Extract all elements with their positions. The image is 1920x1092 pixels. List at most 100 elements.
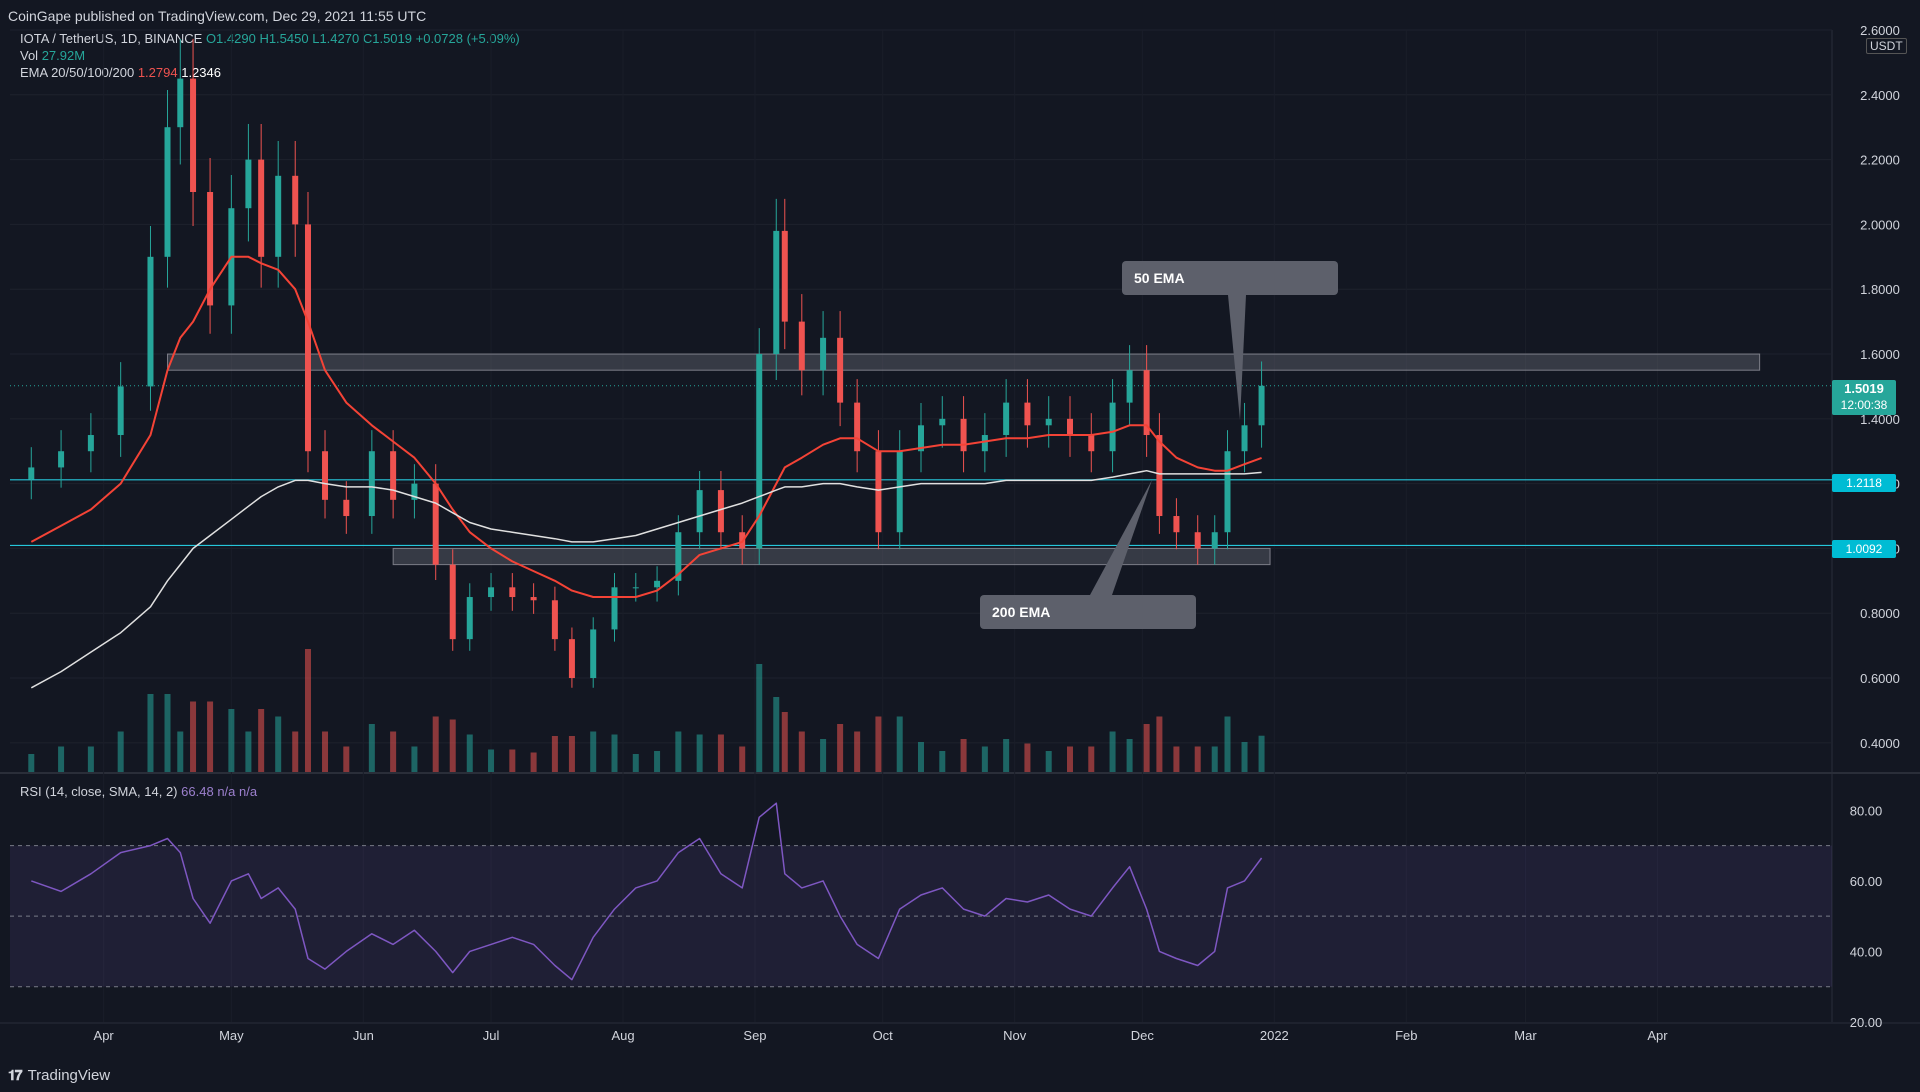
time-tick-label: Mar — [1514, 1028, 1537, 1043]
rsi-label[interactable]: RSI (14, close, SMA, 14, 2) — [20, 784, 178, 799]
candle-body — [1173, 516, 1180, 533]
volume-bar — [368, 724, 375, 772]
volume-bar — [1156, 716, 1163, 772]
candle-body — [717, 490, 724, 533]
volume-bar — [411, 746, 418, 772]
ema200-callout[interactable]: 200 EMA — [980, 595, 1196, 629]
volume-bar — [1211, 746, 1218, 772]
volume-bar — [1003, 739, 1010, 772]
rsi-tick-label: 60.00 — [1850, 874, 1883, 889]
candle-body — [820, 337, 827, 371]
volume-bar — [1241, 742, 1248, 772]
candle-body — [432, 483, 439, 565]
time-tick-label: Jun — [353, 1028, 374, 1043]
level-tag-1: 1.2118 — [1832, 474, 1896, 492]
time-tick-label: Jul — [483, 1028, 500, 1043]
candle-body — [773, 230, 780, 355]
volume-bar — [981, 746, 988, 772]
volume-bar — [1088, 746, 1095, 772]
volume-bar — [654, 751, 661, 772]
candle-body — [1258, 385, 1265, 426]
legend-ema-row: EMA 20/50/100/200 1.2794 1.2346 — [20, 65, 221, 80]
footer-brand-text: TradingView — [27, 1067, 111, 1084]
volume-bar — [1045, 751, 1052, 772]
ema50-callout-pointer — [1228, 295, 1246, 420]
candle-body — [411, 483, 418, 500]
candle-body — [509, 587, 516, 598]
ema50-callout[interactable]: 50 EMA — [1122, 261, 1338, 295]
volume-bar — [717, 734, 724, 772]
volume-bar — [590, 731, 597, 772]
volume-bar — [854, 731, 861, 772]
time-tick-label: Apr — [1647, 1028, 1668, 1043]
ema50-value: 1.2794 — [137, 65, 178, 80]
candle-body — [488, 587, 495, 598]
volume-bar — [960, 739, 967, 772]
time-tick-label: Dec — [1131, 1028, 1155, 1043]
candle-body — [798, 321, 805, 371]
volume-bar — [488, 749, 495, 772]
volume-bar — [568, 736, 575, 772]
candle-countdown: 12:00:38 — [1840, 398, 1888, 412]
time-tick-label: 2022 — [1260, 1028, 1289, 1043]
candle-body — [177, 78, 184, 128]
ema-label[interactable]: EMA 20/50/100/200 — [20, 65, 135, 80]
tradingview-logo-icon: 𝟏𝟕 — [8, 1067, 23, 1083]
candle-body — [875, 451, 882, 533]
volume-bar — [896, 716, 903, 772]
currency-label: USDT — [1866, 38, 1907, 54]
candle-body — [675, 532, 682, 581]
candle-body — [918, 425, 924, 452]
candle-body — [632, 587, 639, 589]
volume-bar — [1024, 743, 1031, 772]
candle-body — [87, 435, 94, 452]
current-price: 1.5019 — [1844, 381, 1884, 396]
volume-bar — [177, 731, 184, 772]
candle-body — [590, 629, 597, 679]
volume-bar — [530, 752, 537, 772]
volume-label[interactable]: Vol — [20, 48, 39, 63]
volume-bar — [509, 749, 516, 772]
symbol-name[interactable]: IOTA / TetherUS, 1D, BINANCE — [20, 31, 203, 46]
volume-bar — [837, 724, 844, 772]
volume-bar — [245, 731, 252, 772]
candle-body — [147, 256, 154, 387]
volume-bar — [820, 739, 827, 772]
volume-bar — [117, 731, 124, 772]
high-value: H1.5450 — [259, 31, 309, 46]
candle-body — [258, 159, 265, 257]
candle-body — [568, 639, 575, 679]
candle-body — [322, 451, 329, 500]
volume-bar — [756, 664, 763, 772]
candle-body — [1045, 418, 1052, 426]
candle-body — [58, 451, 65, 468]
candle-body — [781, 230, 788, 322]
candle-body — [207, 192, 214, 306]
support-resistance-zone — [392, 547, 1271, 566]
rsi-tick-label: 40.00 — [1850, 944, 1883, 959]
rsi-value: 66.48 — [181, 784, 214, 799]
price-tick-label: 1.8000 — [1860, 282, 1900, 297]
rsi-line — [31, 802, 1263, 981]
time-tick-label: Oct — [873, 1028, 894, 1043]
volume-bar — [918, 742, 924, 772]
time-tick-label: Aug — [611, 1028, 634, 1043]
volume-bar — [1126, 739, 1133, 772]
candle-body — [304, 224, 311, 452]
candle-body — [939, 418, 946, 426]
volume-bar — [190, 701, 197, 772]
volume-bar — [147, 694, 154, 772]
volume-bar — [322, 731, 329, 772]
candle-body — [466, 597, 473, 640]
footer-brand[interactable]: 𝟏𝟕 TradingView — [8, 1067, 110, 1084]
price-tick-label: 0.4000 — [1860, 736, 1900, 751]
candle-body — [530, 597, 537, 601]
volume-bar — [739, 746, 746, 772]
low-value: L1.4270 — [312, 31, 360, 46]
time-tick-label: Feb — [1395, 1028, 1417, 1043]
rsi-na: n/a n/a — [217, 784, 258, 799]
volume-bar — [1194, 746, 1201, 772]
candle-body — [292, 175, 299, 225]
level-tag-2: 1.0092 — [1832, 540, 1896, 558]
